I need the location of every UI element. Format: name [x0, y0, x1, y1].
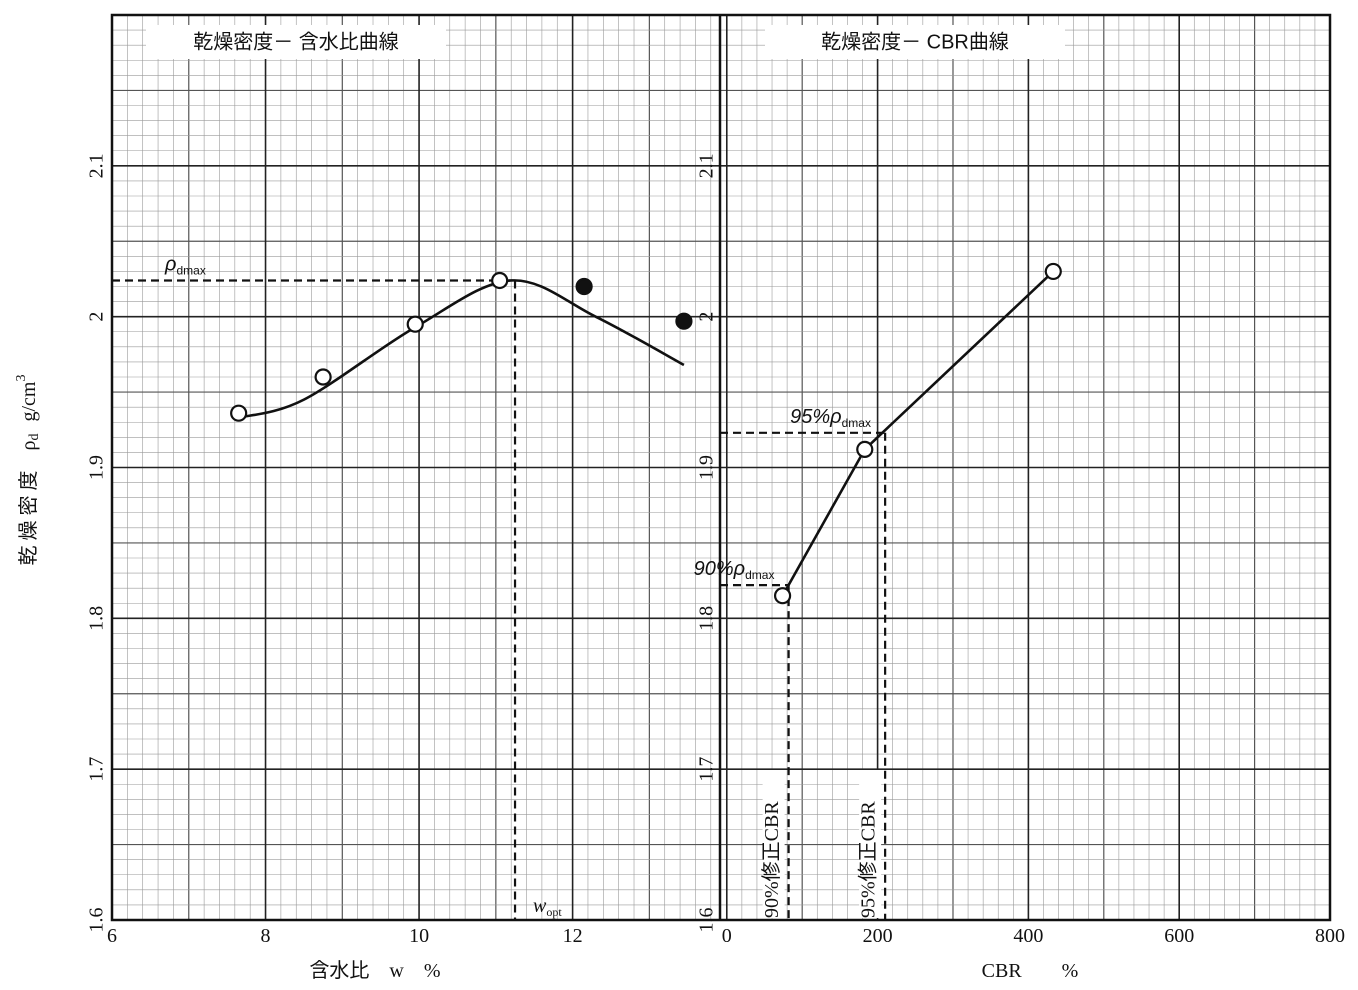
reference-x-label: wopt [533, 895, 562, 919]
y-tick-label: 2.1 [86, 153, 108, 178]
reference-y-label: 95%ρdmax [790, 406, 871, 430]
x-tick-label: 400 [1013, 925, 1043, 947]
reference-x-label: 90%修正CBR [760, 801, 783, 918]
filled-point [675, 312, 693, 330]
y-axis-label: 乾 燥 密 度 ρd g/cm3 [14, 375, 42, 566]
x-tick-label: 800 [1315, 925, 1345, 947]
y-tick-label: 1.6 [86, 908, 108, 933]
y-tick-label: 1.7 [696, 757, 718, 782]
y-tick-label: 2.1 [696, 153, 718, 178]
open-point [773, 587, 792, 605]
y-tick-label: 1.9 [86, 455, 108, 480]
y-tick-label: 1.9 [696, 455, 718, 480]
label-box [762, 770, 785, 918]
label-sub: dmax [842, 416, 871, 430]
reference-y-label: 90%ρdmax [694, 558, 775, 582]
open-point [230, 404, 248, 422]
x-tick-label: 6 [107, 925, 117, 947]
y-label-sub: d [27, 434, 42, 441]
title-box [146, 25, 446, 59]
curve [238, 279, 685, 419]
label-box [859, 770, 882, 918]
open-point [856, 440, 874, 458]
label-sub: dmax [176, 263, 205, 277]
label-main: ρ [164, 253, 176, 275]
frame [110, 13, 1332, 922]
x-tick-label: 600 [1164, 925, 1194, 947]
y-label-text: 乾 燥 密 度 ρ [17, 440, 40, 565]
x-tick-label: 0 [722, 925, 732, 947]
grid [111, 15, 1331, 921]
y-label-unit: g/cm [18, 381, 40, 421]
reference-y-label: ρdmax [164, 253, 206, 277]
open-point [406, 315, 424, 333]
y-tick-label: 2 [86, 312, 108, 322]
x-tick-label: 8 [261, 925, 271, 947]
label-main: 95%ρ [790, 406, 841, 428]
x-tick-label: 12 [563, 925, 583, 947]
y-tick-label: 1.8 [696, 606, 718, 631]
reference-x-label: 95%修正CBR [857, 801, 880, 918]
x-tick-label: 10 [409, 925, 429, 947]
title-box [765, 25, 1065, 59]
open-point [314, 368, 332, 386]
open-point [491, 271, 509, 290]
y-tick-label: 1.7 [86, 757, 108, 782]
panel-title: 乾燥密度－ CBR曲線 [821, 30, 1009, 53]
label-sub: opt [546, 905, 562, 919]
x-axis-label: CBR % [982, 960, 1079, 982]
open-point [1044, 262, 1062, 281]
label-main: w [533, 895, 547, 917]
y-tick-label: 2 [696, 312, 718, 322]
series-line [781, 270, 1055, 597]
filled-point [575, 277, 593, 296]
x-tick-label: 200 [863, 925, 893, 947]
y-label-sup: 3 [14, 375, 29, 382]
x-axis-label: 含水比 w % [309, 959, 440, 982]
panel-title: 乾燥密度－ 含水比曲線 [193, 30, 399, 53]
y-tick-label: 1.8 [86, 606, 108, 631]
label-sub: dmax [745, 568, 774, 582]
